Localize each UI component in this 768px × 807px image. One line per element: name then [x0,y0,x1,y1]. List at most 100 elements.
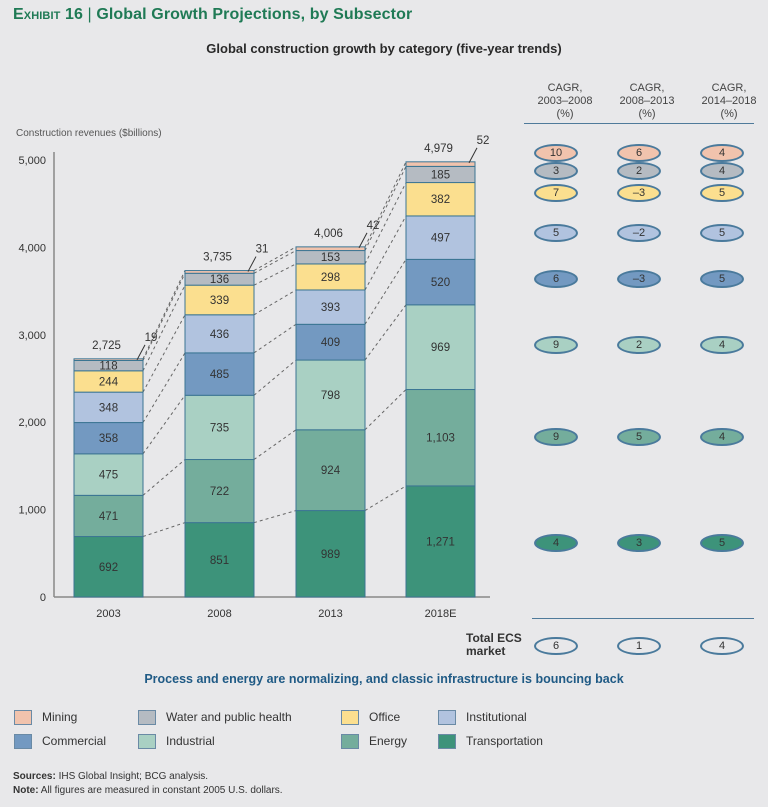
cagr-header-2014-2018: CAGR, 2014–2018 (%) [684,82,768,121]
total-divider [532,618,754,619]
bar-segment-commercial [184,352,255,396]
legend-label: Institutional [466,710,527,724]
x-tick-label: 2008 [207,608,231,620]
cagr-pill-water-and-public-health: 3 [534,162,578,180]
total-ecs-label: Total ECS market [466,632,522,658]
mining-callout-line [136,344,146,361]
connector-line [142,394,186,455]
cagr-pill-institutional: –2 [617,224,661,242]
legend-swatch [438,710,456,726]
legend-swatch [341,710,359,726]
cagr-pill-mining: 4 [700,144,744,162]
y-tick-label: 4,000 [18,242,46,254]
x-tick-label: 2018E [425,608,457,620]
bar-value-label: 475 [99,470,118,482]
connector-line [253,246,297,271]
bar-segment-transportation [73,536,144,598]
connector-line [253,289,297,316]
note-line: Note: All figures are measured in consta… [13,784,283,798]
cagr-pill-industrial: 4 [700,336,744,354]
cagr-pill-transportation: 4 [534,534,578,552]
y-tick-label: 1,000 [18,505,46,517]
bar-value-label: 118 [99,361,117,373]
legend-swatch [14,734,32,750]
bar-value-label: 298 [321,272,340,284]
sources-line: Sources: IHS Global Insight; BCG analysi… [13,770,283,784]
bar-value-label: 851 [210,555,229,567]
bar-segment-office [405,182,476,217]
bar-segment-transportation [184,522,255,598]
connector-line [253,429,297,460]
legend-item-energy: Energy [341,732,407,750]
bar-value-label: 798 [321,390,340,402]
legend-label: Commercial [42,734,107,748]
mining-value-label: 52 [477,135,490,147]
bar-total-label: 4,006 [314,228,343,240]
note-label: Note: [13,785,39,796]
total-cagr-pill: 1 [617,637,661,655]
bar-value-label: 1,103 [426,433,455,445]
cagr-pill-institutional: 5 [700,224,744,242]
legend-item-mining: Mining [14,708,77,726]
cagr-pill-transportation: 5 [700,534,744,552]
bar-value-label: 471 [99,511,118,523]
stacked-bar-chart: 0 1,000 2,000 3,000 4,000 5,000 692 471 475 358 34… [18,135,490,620]
connector-line [253,323,297,354]
cagr-pill-energy: 4 [700,428,744,446]
bar-value-label: 339 [210,295,229,307]
bar-segment-energy [405,389,476,487]
legend-label: Industrial [166,734,215,748]
bar-segment-mining [73,358,144,361]
cagr-header-2003-2008: CAGR, 2003–2008 (%) [520,82,610,121]
bar-value-label: 393 [321,302,340,314]
connector-line [253,263,297,286]
legend-item-industrial: Industrial [138,732,215,750]
connector-line [142,270,186,360]
total-cagr-pill: 6 [534,637,578,655]
cagr-header-line: 2003–2008 [537,95,593,107]
bar-segment-mining [295,246,366,252]
connector-line [364,215,407,291]
connector-line [364,304,407,361]
bar-segment-transportation [405,485,476,598]
legend-item-office: Office [341,708,400,726]
y-tick-label: 3,000 [18,330,46,342]
legend-label: Water and public health [166,710,292,724]
connector-line [142,314,186,393]
mining-callout-line [468,147,478,164]
connector-line [364,161,407,248]
cagr-pill-institutional: 5 [534,224,578,242]
bar-total-label: 4,979 [424,143,453,155]
cagr-pill-commercial: –3 [617,270,661,288]
legend-swatch [14,710,32,726]
total-label-line: Total ECS [466,631,522,645]
x-tick-label: 2003 [96,608,120,620]
bar-value-label: 924 [321,465,341,477]
cagr-pill-water-and-public-health: 2 [617,162,661,180]
cagr-pill-energy: 5 [617,428,661,446]
cagr-pill-office: –3 [617,184,661,202]
cagr-pill-commercial: 5 [700,270,744,288]
bar-value-label: 409 [321,337,340,349]
cagr-header-line: (%) [638,108,656,120]
cagr-pill-industrial: 2 [617,336,661,354]
y-tick-label: 0 [40,592,46,604]
bar-segment-commercial [73,422,144,455]
bar-segment-mining [184,270,255,274]
connector-line [253,359,297,396]
legend-swatch [341,734,359,750]
note-text: All figures are measured in constant 200… [38,785,283,796]
bar-value-label: 692 [99,562,118,574]
bar-value-label: 1,271 [426,536,455,548]
cagr-pill-transportation: 3 [617,534,661,552]
cagr-header-line: (%) [720,108,738,120]
total-cagr-pill: 4 [700,637,744,655]
connector-line [142,352,186,423]
footer-notes: Sources: IHS Global Insight; BCG analysi… [13,770,283,798]
connector-line [364,389,407,431]
total-label-line: market [466,644,506,658]
connector-line [142,273,186,361]
legend-item-transportation: Transportation [438,732,543,750]
legend-swatch [138,734,156,750]
connector-line [253,250,297,274]
